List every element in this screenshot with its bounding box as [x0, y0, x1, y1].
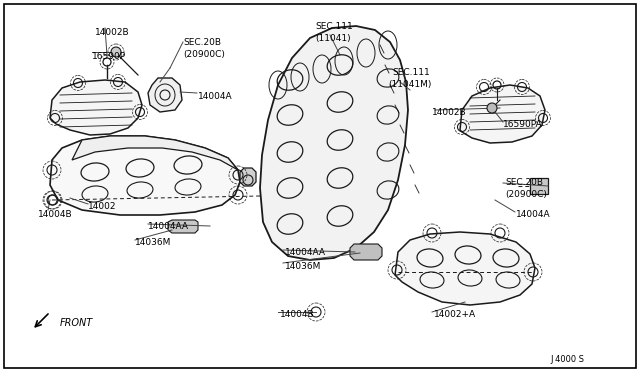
Polygon shape [50, 136, 240, 215]
Polygon shape [530, 178, 548, 194]
Text: 14036M: 14036M [285, 262, 321, 271]
Text: 14002+A: 14002+A [434, 310, 476, 319]
Polygon shape [350, 244, 382, 260]
Text: 14004B: 14004B [280, 310, 315, 319]
Text: 14004A: 14004A [198, 92, 232, 101]
Text: (11041M): (11041M) [388, 80, 431, 89]
Polygon shape [460, 85, 545, 143]
Text: SEC.111: SEC.111 [392, 68, 429, 77]
Polygon shape [240, 168, 256, 186]
Circle shape [111, 47, 121, 57]
Text: 14002: 14002 [88, 202, 116, 211]
Text: 14036M: 14036M [135, 238, 172, 247]
Polygon shape [72, 136, 238, 170]
Text: SEC.20B: SEC.20B [183, 38, 221, 47]
Text: 14004A: 14004A [516, 210, 550, 219]
Text: 14002B: 14002B [95, 28, 130, 37]
Polygon shape [395, 232, 535, 305]
Circle shape [487, 103, 497, 113]
Text: 16590P: 16590P [92, 52, 126, 61]
Text: SEC.20B: SEC.20B [505, 178, 543, 187]
Text: 14004B: 14004B [38, 210, 72, 219]
Polygon shape [260, 26, 408, 260]
Text: 14002B: 14002B [432, 108, 467, 117]
Text: 14004AA: 14004AA [285, 248, 326, 257]
Text: (11041): (11041) [315, 34, 351, 43]
Text: (20900C): (20900C) [505, 190, 547, 199]
Polygon shape [148, 78, 182, 112]
Text: J 4000 S: J 4000 S [550, 355, 584, 364]
Text: (20900C): (20900C) [183, 50, 225, 59]
Polygon shape [168, 220, 198, 233]
Text: FRONT: FRONT [60, 318, 93, 328]
Polygon shape [50, 80, 142, 135]
Text: 16590PA: 16590PA [503, 120, 543, 129]
Text: 14004AA: 14004AA [148, 222, 189, 231]
Text: SEC.111: SEC.111 [315, 22, 353, 31]
